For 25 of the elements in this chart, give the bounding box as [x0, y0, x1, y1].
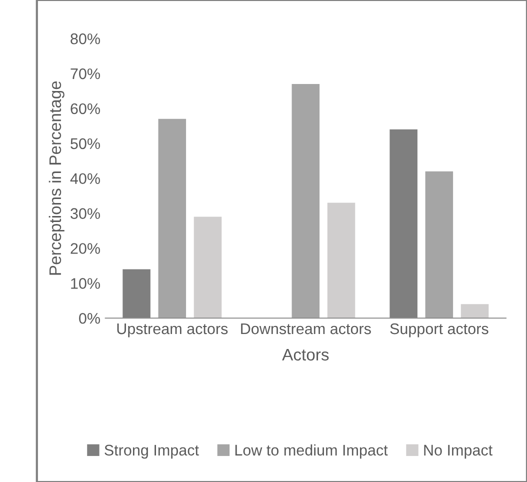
bar — [460, 304, 489, 318]
bar — [194, 216, 222, 318]
y-tick-label: 10% — [71, 278, 100, 289]
x-tick-label: Upstream actors — [117, 324, 228, 338]
bar — [158, 118, 186, 318]
bar — [327, 202, 356, 318]
bar — [390, 129, 418, 318]
y-tick-label: 60% — [70, 103, 100, 114]
legend-label: Low to medium Impact — [235, 444, 388, 459]
y-tick-label: 20% — [70, 243, 100, 254]
y-axis-title: Perceptions in Percentage — [48, 81, 64, 275]
y-tick-label: 40% — [70, 173, 100, 184]
x-axis-title: Actors — [282, 348, 329, 361]
y-tick-label: 30% — [70, 208, 100, 219]
bar — [425, 171, 454, 318]
legend-label: Strong Impact — [104, 444, 199, 459]
y-tick-label: 80% — [70, 33, 100, 44]
bar — [292, 84, 320, 318]
y-tick-label: 70% — [70, 68, 100, 80]
x-tick-label: Support actors — [390, 323, 488, 338]
y-tick-label: 0% — [79, 312, 100, 324]
y-tick-label: 50% — [70, 138, 100, 150]
bar — [122, 269, 150, 318]
legend-label: No Impact — [424, 444, 492, 459]
x-tick-label: Downstream actors — [241, 324, 371, 334]
